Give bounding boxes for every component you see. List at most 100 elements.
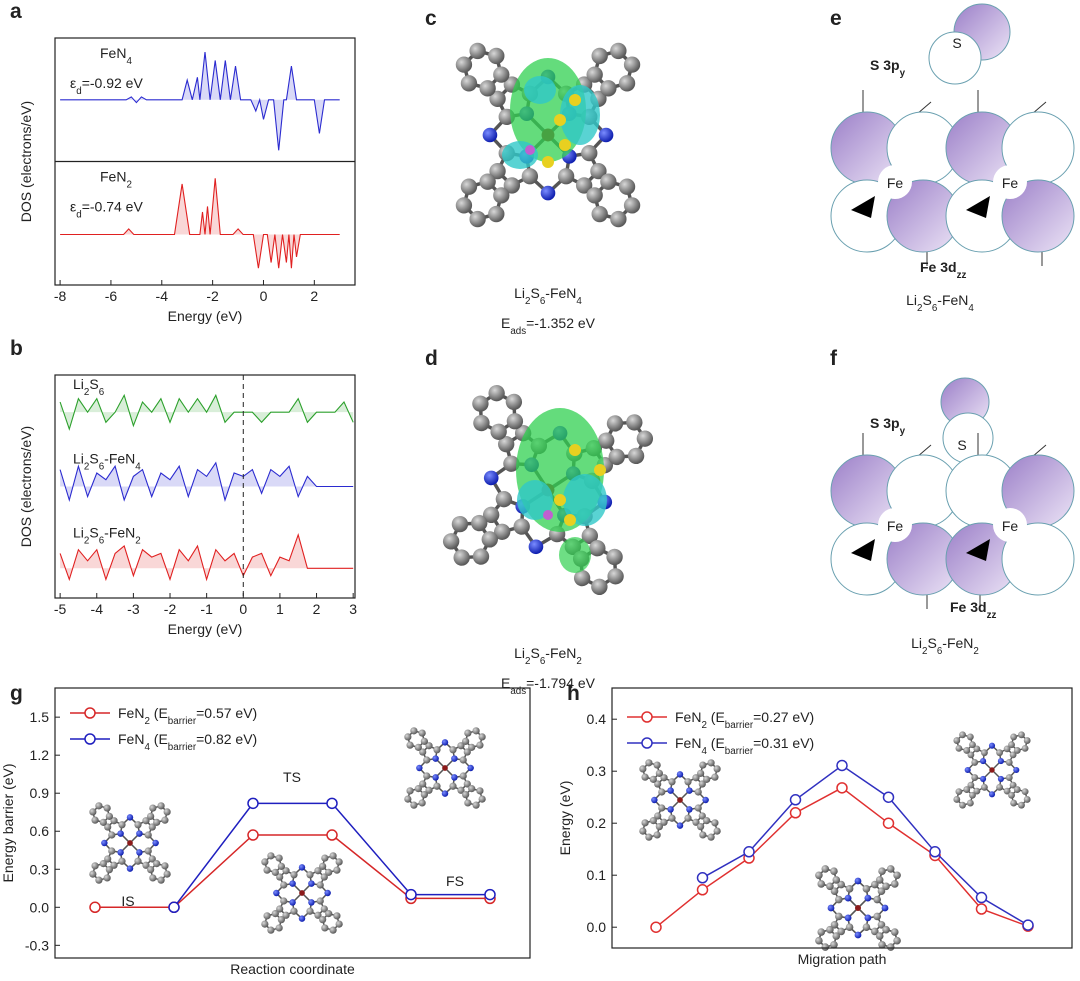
caption-part: 6 bbox=[937, 646, 943, 657]
s-atom bbox=[542, 156, 554, 168]
x-tick-label: -4 bbox=[156, 288, 169, 304]
orbital-label: Fe 3dzz bbox=[950, 599, 996, 621]
orbital-label-part: S 3p bbox=[870, 57, 900, 73]
caption-part: 4 bbox=[576, 296, 582, 307]
dos-line bbox=[59, 461, 354, 503]
series-label-part: 6 bbox=[99, 387, 105, 398]
point bbox=[89, 901, 101, 914]
series-label-part: 4 bbox=[126, 56, 132, 67]
y-axis-label: Energy barrier (eV) bbox=[0, 763, 16, 882]
series-label: FeN2 bbox=[100, 169, 132, 191]
panel-label: f bbox=[830, 347, 838, 370]
caption-part: Li bbox=[906, 292, 917, 308]
y-tick-label: 0.1 bbox=[587, 867, 607, 883]
y-axis-label: DOS (electrons/eV) bbox=[18, 426, 34, 547]
annotation-part: =-0.92 eV bbox=[82, 75, 144, 91]
annotation-part: d bbox=[76, 86, 81, 97]
x-axis-label: Reaction coordinate bbox=[230, 961, 355, 977]
point bbox=[789, 807, 802, 819]
caption-part: Li bbox=[514, 645, 525, 661]
point bbox=[650, 921, 662, 933]
panel-label: g bbox=[10, 682, 23, 705]
point bbox=[405, 888, 417, 901]
caption-part: Li bbox=[911, 635, 922, 651]
series-label-part: 2 bbox=[84, 461, 89, 472]
caption: Li2S6-FeN2 bbox=[514, 645, 582, 667]
point bbox=[326, 797, 338, 810]
atom-label: Fe bbox=[887, 518, 904, 534]
dos-area bbox=[60, 178, 340, 269]
annotation-part: =-0.74 eV bbox=[82, 199, 144, 215]
point bbox=[247, 829, 259, 841]
y-tick-label: 0.6 bbox=[30, 823, 50, 839]
series-label-part: FeN bbox=[100, 45, 126, 61]
legend-label: FeN2 (Ebarrier=0.27 eV) bbox=[675, 709, 814, 731]
caption-part: S bbox=[927, 635, 936, 651]
atom-label: Fe bbox=[1002, 518, 1019, 534]
caption-part: -FeN bbox=[937, 292, 968, 308]
series-label-part: Li bbox=[73, 525, 84, 541]
annotation: IS bbox=[121, 893, 134, 909]
series-label-part: 2 bbox=[84, 535, 89, 546]
caption-part: S bbox=[530, 645, 539, 661]
orbital-label-part: S 3p bbox=[870, 415, 900, 431]
x-tick-label: -1 bbox=[200, 601, 213, 617]
orbital-label-part: Fe 3d bbox=[920, 259, 957, 275]
s-atom bbox=[569, 444, 581, 456]
atom-label: S bbox=[957, 437, 966, 453]
legend-label-part: barrier bbox=[168, 716, 197, 727]
point bbox=[484, 888, 496, 901]
atom-label: S bbox=[952, 35, 961, 51]
y-axis-label: DOS (electrons/eV) bbox=[18, 101, 34, 222]
point bbox=[975, 891, 988, 904]
y-tick-label: 0.9 bbox=[30, 785, 50, 801]
series-label-part: 2 bbox=[84, 387, 89, 398]
series-label-part: 4 bbox=[135, 461, 141, 472]
s-atom bbox=[564, 514, 576, 526]
orbital-label-part: y bbox=[900, 68, 906, 79]
x-tick-label: -8 bbox=[54, 288, 67, 304]
molecule-d bbox=[436, 378, 660, 602]
caption: Eads=-1.352 eV bbox=[501, 315, 596, 337]
y-tick-label: 0.3 bbox=[587, 763, 607, 779]
point bbox=[743, 846, 755, 858]
caption-part: 6 bbox=[932, 303, 938, 314]
legend-label-part: 4 bbox=[701, 746, 707, 757]
caption-part: 2 bbox=[525, 656, 530, 667]
series-line bbox=[95, 834, 490, 909]
caption: Li2S6-FeN4 bbox=[514, 285, 582, 307]
x-tick-label: 0 bbox=[239, 601, 247, 617]
annotation-part: d bbox=[76, 209, 81, 220]
series-label-part: S bbox=[89, 450, 98, 466]
caption-part: 6 bbox=[540, 656, 546, 667]
point bbox=[882, 817, 895, 829]
s-atom bbox=[554, 494, 566, 506]
panel-label: e bbox=[830, 7, 842, 30]
point bbox=[168, 901, 180, 914]
series-label-part: 2 bbox=[126, 179, 131, 190]
y-tick-label: 0.0 bbox=[30, 899, 50, 915]
series-label: Li2S6-FeN4 bbox=[73, 450, 141, 472]
series-label-part: -FeN bbox=[104, 525, 135, 541]
inset-molecule bbox=[638, 758, 722, 842]
point bbox=[326, 829, 338, 841]
charge-density bbox=[517, 480, 553, 520]
y-tick-label: 0.3 bbox=[30, 861, 50, 877]
legend-label-part: =0.31 eV) bbox=[753, 735, 814, 751]
series-label-part: 6 bbox=[99, 535, 105, 546]
legend-label-part: =0.57 eV) bbox=[196, 705, 257, 721]
orbital-label-part: Fe 3d bbox=[950, 599, 987, 615]
plot-frame bbox=[54, 687, 531, 959]
s-atom bbox=[554, 114, 566, 126]
legend-label-part: FeN bbox=[675, 735, 701, 751]
caption: Li2S6-FeN2 bbox=[911, 635, 979, 657]
caption-part: =-1.352 eV bbox=[526, 315, 596, 331]
caption-part: 2 bbox=[973, 646, 978, 657]
panel-label: d bbox=[425, 347, 438, 370]
charge-density bbox=[502, 141, 538, 169]
point bbox=[1022, 919, 1034, 931]
point bbox=[696, 872, 709, 884]
inset-molecule bbox=[403, 726, 487, 810]
point bbox=[789, 794, 802, 806]
